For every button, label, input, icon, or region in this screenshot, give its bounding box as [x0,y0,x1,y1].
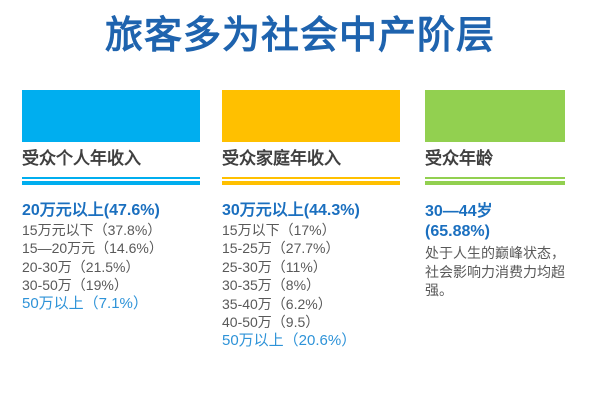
divider-thin-rule [222,177,400,179]
column-personal-income: 受众个人年收入 20万元以上(47.6%) 15万元以下（37.8%） 15—2… [22,90,200,313]
stat-line: 25-30万（11%） [222,258,327,275]
stat-line: 30—44岁 [425,203,493,220]
stat-list: 30—44岁 (65.88%) 处于人生的巅峰状态，社会影响力消费力均超强。 [425,202,565,300]
page-title: 旅客多为社会中产阶层 [104,15,495,57]
stat-line: (65.88%) [425,222,490,240]
divider-thick-rule [222,181,400,185]
column-age: 受众年龄 30—44岁 (65.88%) 处于人生的巅峰状态，社会影响力消费力均… [425,90,565,300]
column-label: 受众个人年收入 [22,149,141,168]
stat-line: 35-40万（6.2%） [222,295,332,312]
stat-line: 15万以下（17%） [222,221,336,238]
stat-line: 50万以上（20.6%） [222,331,357,349]
stat-line: 15-25万（27.7%） [222,240,340,256]
stat-line: 40-50万（9.5） [222,314,320,330]
stat-line: 50万以上（7.1%） [22,294,148,312]
accent-bar [222,90,400,142]
divider-thick-rule [22,181,200,185]
stat-list: 20万元以上(47.6%) 15万元以下（37.8%） 15—20万元（14.6… [22,202,200,313]
stat-line: 30-50万（19%） [22,277,128,293]
stat-line: 30万元以上(44.3%) [222,202,360,219]
column-label: 受众家庭年收入 [222,149,341,168]
stat-line: 30-35万（8%） [222,277,321,293]
stat-line: 15万元以下（37.8%） [22,221,162,238]
accent-bar [425,90,565,142]
column-label: 受众年龄 [425,149,493,168]
divider-line [22,177,200,185]
accent-bar [22,90,200,142]
stat-line: 20-30万（21.5%） [22,258,140,275]
divider-thick-rule [425,181,565,185]
stat-line: 15—20万元（14.6%） [22,240,163,256]
divider-line [425,177,565,185]
stat-line: 20万元以上(47.6%) [22,202,160,219]
divider-thin-rule [425,177,565,179]
divider-line [222,177,400,185]
stat-list: 30万元以上(44.3%) 15万以下（17%） 15-25万（27.7%） 2… [222,202,400,350]
column-family-income: 受众家庭年收入 30万元以上(44.3%) 15万以下（17%） 15-25万（… [222,90,400,350]
divider-thin-rule [22,177,200,179]
age-description: 处于人生的巅峰状态，社会影响力消费力均超强。 [425,245,565,298]
